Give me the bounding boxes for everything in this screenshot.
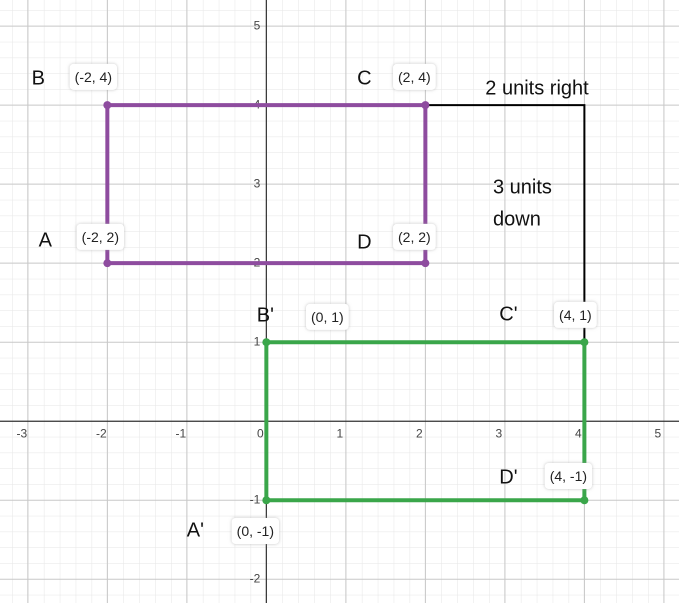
coord-label: (4, -1) [544, 462, 593, 489]
point-name: A [39, 229, 53, 251]
point [421, 259, 430, 268]
label-box [393, 63, 436, 90]
x-tick-label: -1 [176, 426, 187, 440]
point-name: C [357, 67, 371, 89]
coord-label: (0, -1) [231, 517, 280, 544]
x-tick-label: 5 [655, 426, 662, 440]
label-box [69, 63, 118, 90]
point [421, 101, 430, 110]
annotation: 2 units right [485, 77, 589, 99]
label-box [76, 223, 125, 250]
coord-label: (2, 2) [393, 223, 436, 250]
y-tick-label: -1 [250, 492, 261, 506]
point [103, 259, 112, 268]
label-box [231, 517, 280, 544]
coord-text: (-2, 2) [82, 229, 119, 245]
point [103, 101, 112, 110]
coord-text: (4, 1) [559, 307, 592, 323]
y-tick-label: 3 [254, 176, 261, 190]
x-tick-label: 4 [575, 426, 582, 440]
x-tick-label: 1 [337, 426, 344, 440]
coord-label: (-2, 2) [76, 223, 125, 250]
point-name: D [357, 231, 371, 253]
point-name: D' [499, 467, 517, 489]
coord-label: (2, 4) [393, 63, 436, 90]
x-tick-label: 0 [257, 426, 264, 440]
coord-text: (2, 2) [398, 229, 431, 245]
annotation: down [493, 208, 541, 230]
y-tick-label: -2 [250, 571, 261, 585]
point [580, 338, 589, 347]
coord-text: (0, -1) [237, 523, 274, 539]
coord-label: (4, 1) [554, 301, 597, 328]
x-tick-label: -2 [96, 426, 107, 440]
coord-label: (-2, 4) [69, 63, 118, 90]
point-name: A' [187, 520, 204, 542]
y-tick-label: 1 [254, 334, 261, 348]
x-tick-label: -3 [16, 426, 27, 440]
label-box [554, 301, 597, 328]
label-box [393, 223, 436, 250]
point [262, 496, 271, 505]
x-tick-label: 2 [416, 426, 423, 440]
coord-text: (0, 1) [311, 309, 344, 325]
coord-text: (4, -1) [550, 468, 587, 484]
point-name: B [32, 67, 45, 89]
coord-label: (0, 1) [306, 303, 349, 330]
x-tick-label: 3 [496, 426, 503, 440]
point-name: B' [257, 304, 274, 326]
annotation: 3 units [493, 176, 552, 198]
translation-path [425, 104, 586, 343]
point-name: C' [499, 303, 517, 325]
point [580, 496, 589, 505]
label-box [544, 462, 593, 489]
coord-text: (-2, 4) [75, 69, 112, 85]
y-tick-label: 5 [254, 18, 261, 32]
coord-text: (2, 4) [398, 69, 431, 85]
point [262, 338, 271, 347]
label-box [306, 303, 349, 330]
